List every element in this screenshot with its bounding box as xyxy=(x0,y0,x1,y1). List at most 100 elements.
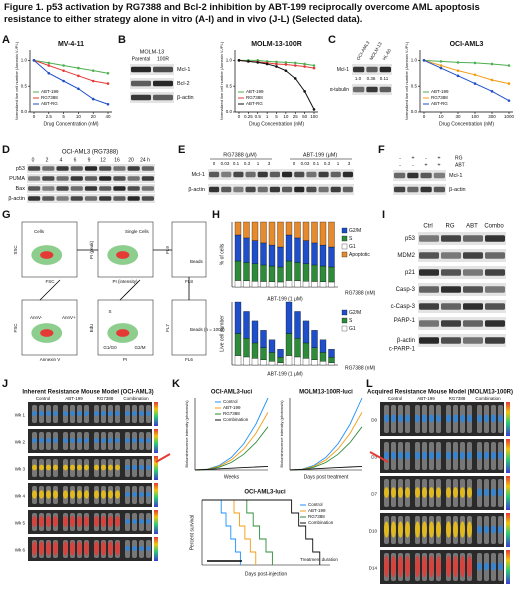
series-line xyxy=(33,59,109,74)
panel-letter: F xyxy=(378,144,385,156)
bar-segment xyxy=(277,281,284,288)
signal xyxy=(39,410,44,417)
x-axis-label: Drug Concentration (nM) xyxy=(249,121,304,127)
band xyxy=(70,166,83,171)
label: Wk 5 xyxy=(15,521,26,526)
signal xyxy=(77,464,82,471)
label: RG7388 (μM) xyxy=(223,152,257,158)
band xyxy=(419,303,439,310)
survival-curve xyxy=(202,499,273,565)
label: S xyxy=(349,236,353,242)
signal xyxy=(108,410,113,417)
label: RG7388 xyxy=(223,411,240,416)
data-point xyxy=(312,64,316,67)
bar-segment xyxy=(251,281,259,288)
label: 4 xyxy=(60,157,63,163)
label: Mcl-1 xyxy=(192,172,205,178)
data-point xyxy=(62,64,65,67)
bar-segment xyxy=(243,311,250,339)
arrow xyxy=(155,453,171,463)
label: Beads xyxy=(190,259,204,264)
blot-bg xyxy=(418,300,506,313)
legend-label: RG7388 xyxy=(41,95,58,100)
label: 0 xyxy=(213,161,216,166)
band xyxy=(28,176,41,181)
signal xyxy=(498,488,503,497)
data-point xyxy=(473,61,477,65)
signal xyxy=(46,490,51,499)
signal xyxy=(94,464,99,471)
bar-segment xyxy=(311,347,318,360)
band xyxy=(282,186,293,193)
signal xyxy=(63,515,68,528)
signal xyxy=(125,464,130,471)
band xyxy=(113,176,126,181)
band xyxy=(294,186,305,193)
x-tick-label: 300 xyxy=(488,114,496,119)
blot-bg xyxy=(130,92,174,103)
signal xyxy=(63,464,68,471)
data-point xyxy=(62,69,65,72)
band xyxy=(441,286,461,293)
signal xyxy=(53,410,58,417)
x-tick-label: 10 xyxy=(438,114,444,119)
label: Annexin V xyxy=(40,357,61,362)
label: D3 xyxy=(371,455,377,460)
panel-letter: C xyxy=(328,34,336,46)
bar-segment xyxy=(285,280,293,288)
bar-segment xyxy=(302,342,310,359)
data-point xyxy=(77,87,80,91)
bar-segment xyxy=(311,221,318,244)
blot-bg xyxy=(418,317,506,330)
bar-segment xyxy=(234,301,242,334)
x-tick-label: 20 xyxy=(91,114,97,119)
data-point xyxy=(293,64,297,67)
survival-curve xyxy=(202,499,257,565)
band xyxy=(485,337,505,344)
survival-curve xyxy=(202,499,321,565)
band xyxy=(113,186,126,191)
band xyxy=(419,252,439,259)
signal xyxy=(46,410,51,417)
band xyxy=(233,171,244,178)
bar-segment xyxy=(311,359,318,366)
signal xyxy=(84,410,89,417)
density xyxy=(116,329,130,337)
y-axis-label: Normalized live cell number (Annexin V-/… xyxy=(404,41,409,120)
y-tick-label: 1.0 xyxy=(226,58,233,63)
signal xyxy=(491,414,496,423)
label: EdU xyxy=(89,324,94,333)
label: OCI-AML3 (RG7388) xyxy=(62,150,118,156)
curve xyxy=(289,465,363,471)
band xyxy=(99,186,112,191)
label: + xyxy=(411,155,414,161)
band xyxy=(433,172,445,179)
label: ABT xyxy=(455,162,465,168)
color-bar xyxy=(154,537,158,561)
label: 0.3 xyxy=(324,161,331,166)
signal xyxy=(77,515,82,528)
data-point xyxy=(456,74,460,78)
band xyxy=(221,171,232,178)
signal xyxy=(115,437,120,444)
signal xyxy=(115,490,120,499)
data-point xyxy=(77,66,80,70)
signal xyxy=(146,437,151,444)
signal xyxy=(32,490,37,499)
signal xyxy=(405,414,410,423)
signal xyxy=(477,414,482,423)
band xyxy=(306,186,317,193)
signal xyxy=(70,464,75,471)
signal xyxy=(77,410,82,417)
label: PI xyxy=(123,357,127,362)
bar-segment xyxy=(268,361,276,366)
band xyxy=(282,171,293,178)
y-axis-label: Normalized live cell number (Annexin V-/… xyxy=(219,41,224,120)
band xyxy=(233,186,244,193)
bar-segment xyxy=(260,264,267,282)
signal xyxy=(94,437,99,444)
label: 3 xyxy=(268,161,271,166)
signal xyxy=(467,555,472,578)
label: MOLM13-100R-luci xyxy=(299,390,353,396)
x-tick-label: 1 xyxy=(266,114,269,119)
